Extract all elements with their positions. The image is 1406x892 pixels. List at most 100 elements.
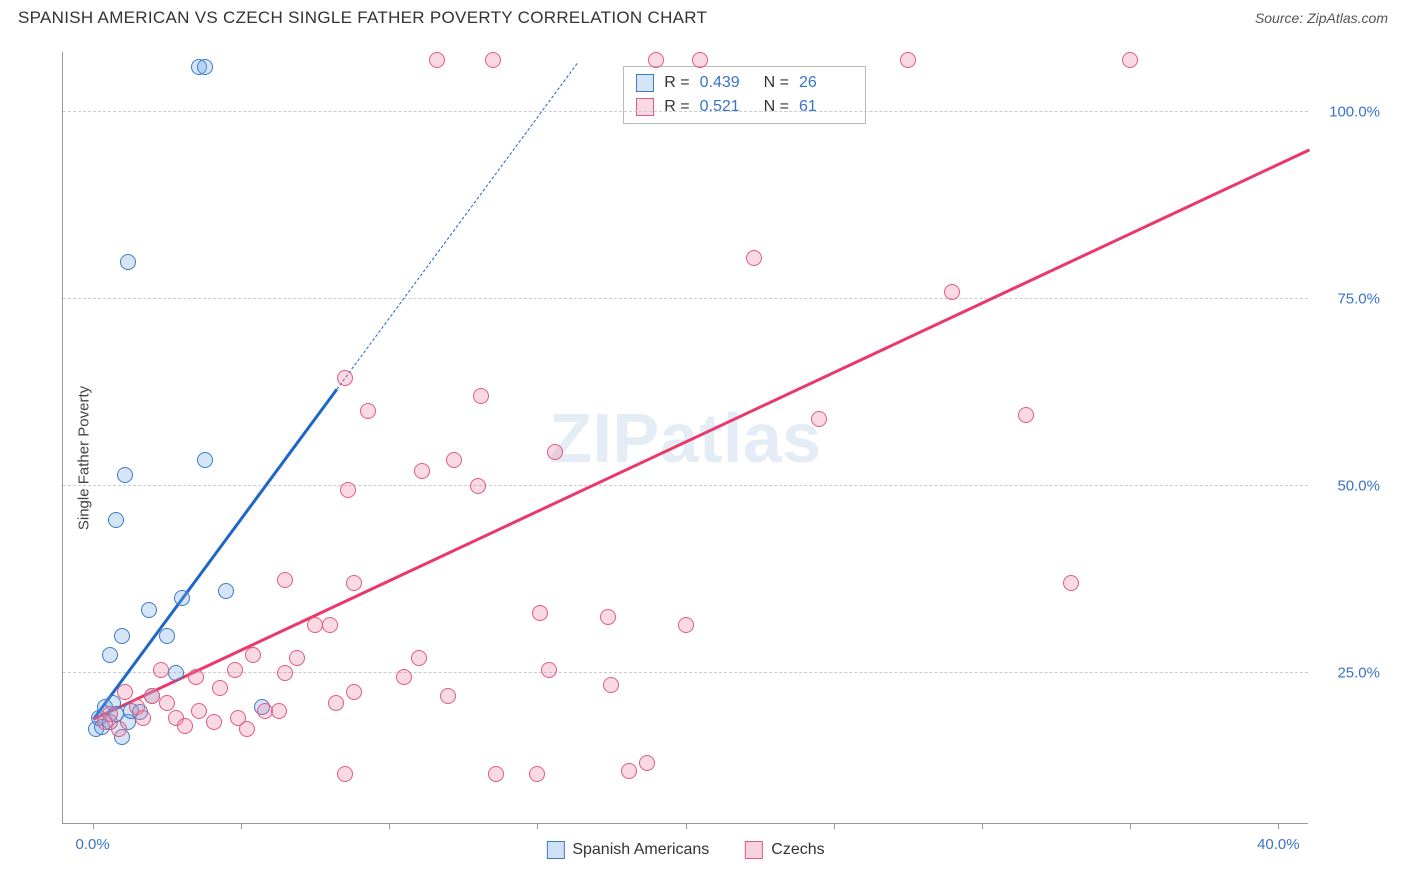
data-point <box>218 583 234 599</box>
data-point <box>360 403 376 419</box>
stats-row: R = 0.439 N = 26 <box>636 71 853 95</box>
watermark: ZIPatlas <box>549 398 821 478</box>
data-point <box>337 370 353 386</box>
x-legend: Spanish Americans Czechs <box>546 841 824 859</box>
x-tick <box>537 823 538 829</box>
series-swatch <box>636 74 654 92</box>
data-point <box>488 766 504 782</box>
legend-swatch <box>745 841 763 859</box>
trend-line <box>93 149 1309 719</box>
source-attribution: Source: ZipAtlas.com <box>1255 10 1388 26</box>
x-tick <box>1130 823 1131 829</box>
data-point <box>102 647 118 663</box>
data-point <box>108 512 124 528</box>
data-point <box>541 662 557 678</box>
data-point <box>900 52 916 68</box>
data-point <box>277 665 293 681</box>
data-point <box>289 650 305 666</box>
data-point <box>346 684 362 700</box>
data-point <box>135 710 151 726</box>
correlation-stats-box: R = 0.439 N = 26R = 0.521 N = 61 <box>623 66 866 124</box>
x-tick <box>1278 823 1279 829</box>
data-point <box>159 695 175 711</box>
data-point <box>117 467 133 483</box>
data-point <box>227 662 243 678</box>
r-label: R = <box>664 71 689 95</box>
gridline <box>63 672 1308 673</box>
data-point <box>271 703 287 719</box>
data-point <box>470 478 486 494</box>
chart-area: Single Father Poverty ZIPatlas R =0.439N… <box>18 42 1388 874</box>
r-value: 0.521 <box>700 95 754 119</box>
data-point <box>322 617 338 633</box>
n-label: N = <box>764 71 789 95</box>
data-point <box>177 718 193 734</box>
data-point <box>346 575 362 591</box>
x-tick <box>93 823 94 829</box>
data-point <box>692 52 708 68</box>
data-point <box>532 605 548 621</box>
chart-title: SPANISH AMERICAN VS CZECH SINGLE FATHER … <box>18 8 707 28</box>
legend-swatch <box>546 841 564 859</box>
data-point <box>188 669 204 685</box>
source-prefix: Source: <box>1255 10 1307 26</box>
trend-line <box>93 389 336 719</box>
data-point <box>440 688 456 704</box>
n-value: 61 <box>799 95 853 119</box>
data-point <box>1122 52 1138 68</box>
data-point <box>396 669 412 685</box>
data-point <box>473 388 489 404</box>
data-point <box>159 628 175 644</box>
data-point <box>411 650 427 666</box>
x-tick-label: 40.0% <box>1257 836 1300 853</box>
legend-item: Spanish Americans <box>546 841 709 859</box>
data-point <box>153 662 169 678</box>
n-value: 26 <box>799 71 853 95</box>
x-tick <box>982 823 983 829</box>
n-label: N = <box>764 95 789 119</box>
y-tick-label: 75.0% <box>1316 291 1380 308</box>
data-point <box>621 763 637 779</box>
data-point <box>648 52 664 68</box>
y-tick-label: 50.0% <box>1316 478 1380 495</box>
data-point <box>603 677 619 693</box>
data-point <box>197 452 213 468</box>
data-point <box>117 684 133 700</box>
data-point <box>811 411 827 427</box>
data-point <box>547 444 563 460</box>
data-point <box>114 628 130 644</box>
legend-label: Czechs <box>771 841 824 859</box>
data-point <box>197 59 213 75</box>
data-point <box>337 766 353 782</box>
stats-row: R =0.521N =61 <box>636 95 853 119</box>
y-tick-label: 100.0% <box>1316 103 1380 120</box>
data-point <box>1018 407 1034 423</box>
data-point <box>944 284 960 300</box>
data-point <box>485 52 501 68</box>
data-point <box>446 452 462 468</box>
data-point <box>174 590 190 606</box>
data-point <box>102 706 118 722</box>
r-value: 0.439 <box>700 71 754 95</box>
data-point <box>746 250 762 266</box>
data-point <box>111 721 127 737</box>
legend-item: Czechs <box>745 841 824 859</box>
data-point <box>168 665 184 681</box>
x-tick <box>389 823 390 829</box>
gridline <box>63 485 1308 486</box>
data-point <box>529 766 545 782</box>
gridline <box>63 111 1308 112</box>
gridline <box>63 298 1308 299</box>
data-point <box>340 482 356 498</box>
x-tick <box>686 823 687 829</box>
data-point <box>307 617 323 633</box>
data-point <box>120 254 136 270</box>
y-tick-label: 25.0% <box>1316 665 1380 682</box>
data-point <box>1063 575 1079 591</box>
data-point <box>639 755 655 771</box>
x-tick-label: 0.0% <box>76 836 110 853</box>
series-swatch <box>636 98 654 116</box>
data-point <box>191 703 207 719</box>
source-link[interactable]: ZipAtlas.com <box>1307 10 1388 26</box>
data-point <box>600 609 616 625</box>
